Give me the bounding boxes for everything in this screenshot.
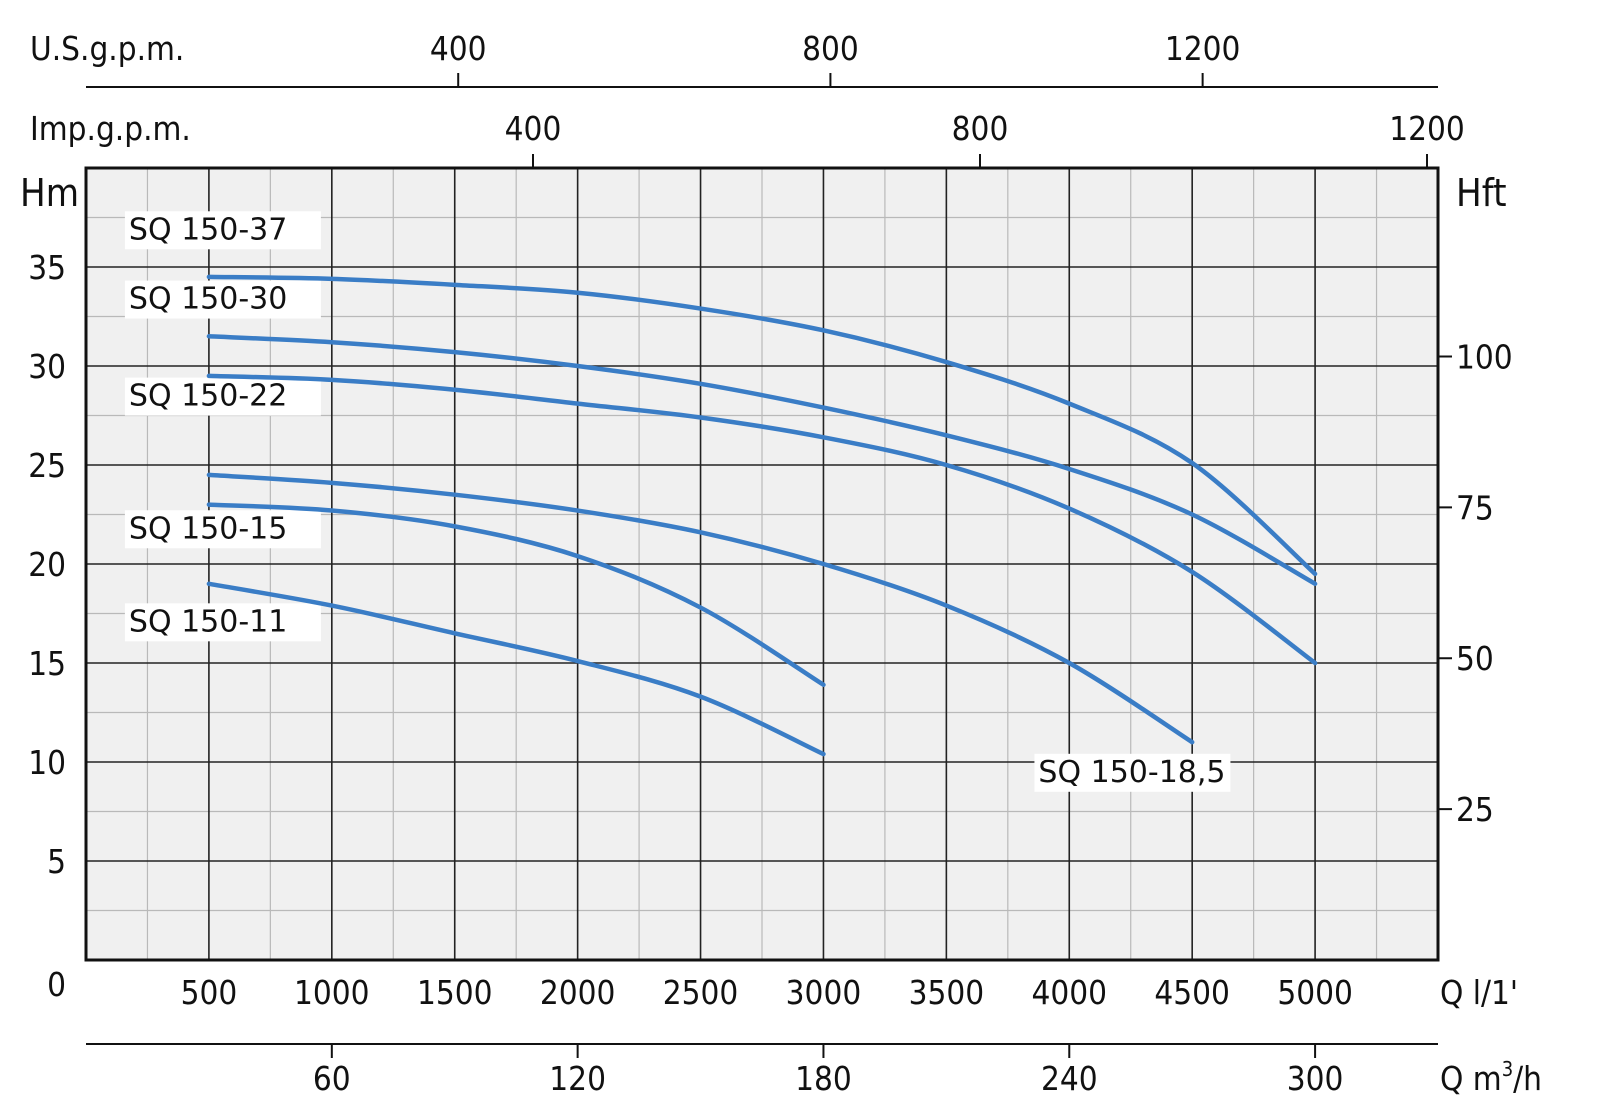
curve-label-bg bbox=[124, 377, 321, 416]
right-axis-tick-label: 50 bbox=[1456, 639, 1494, 678]
curve-label: SQ 150-11 bbox=[129, 604, 287, 639]
left-axis-tick-label: 10 bbox=[28, 743, 66, 782]
curve-label-bg bbox=[1034, 753, 1231, 792]
bottom-axis-tick-label: 3500 bbox=[909, 973, 985, 1012]
top-axis-imp-title: Imp.g.p.m. bbox=[30, 109, 191, 148]
bottom-axis-tick-label: 500 bbox=[181, 973, 238, 1012]
right-axis-title: Hft bbox=[1456, 171, 1506, 215]
left-axis-tick-label: 20 bbox=[28, 545, 66, 584]
top-axis-us-title: U.S.g.p.m. bbox=[30, 29, 184, 68]
bottom-axis-tick-label: 5000 bbox=[1277, 973, 1353, 1012]
pump-curves bbox=[206, 274, 1318, 757]
right-axis-tick-label: 25 bbox=[1456, 790, 1494, 829]
bottom-axis-tick-label: 4500 bbox=[1154, 973, 1230, 1012]
pump-curve bbox=[206, 472, 1195, 745]
bottom-axis-m3h-tick-label: 120 bbox=[549, 1059, 606, 1098]
bottom-axis-m3h: Q m3/h 60 120 180 240 300 bbox=[86, 1043, 1542, 1098]
top-axis-imp-tick-label: 1200 bbox=[1389, 109, 1465, 148]
bottom-axis-tick-label: 4000 bbox=[1031, 973, 1107, 1012]
top-axis-us-tick-label: 400 bbox=[430, 29, 487, 68]
right-axis-hft: Hft 25 50 75 100 bbox=[1438, 171, 1513, 829]
left-axis-tick-label: 15 bbox=[28, 644, 66, 683]
curve-labels: SQ 150-37 SQ 150-30 SQ 150-22 SQ 150-18,5 SQ… bbox=[124, 211, 1231, 792]
left-axis-tick-label: 0 bbox=[47, 965, 66, 1004]
curve-label: SQ 150-30 bbox=[129, 282, 287, 317]
pump-curve bbox=[206, 274, 1318, 577]
bottom-axis-m3h-tick-label: 60 bbox=[313, 1059, 351, 1098]
top-axis-imp-gpm: Imp.g.p.m. 400 800 1200 bbox=[30, 109, 1465, 168]
right-axis-tick-label: 100 bbox=[1456, 337, 1513, 376]
left-axis-tick-label: 25 bbox=[28, 446, 66, 485]
bottom-axis-tick-label: 3000 bbox=[786, 973, 862, 1012]
major-gridlines bbox=[86, 168, 1438, 960]
m3h-title-prefix: Q m bbox=[1440, 1059, 1502, 1098]
pump-curve bbox=[206, 581, 826, 757]
left-axis-tick-label: 30 bbox=[28, 347, 66, 386]
curve-label: SQ 150-22 bbox=[129, 379, 287, 414]
curve-label-bg bbox=[124, 603, 321, 642]
bottom-axis-lpm: Q l/1' 500 1000 1500 2000 2500 3000 3500 4000 45… bbox=[181, 973, 1519, 1012]
left-axis-hm: Hm 0 5 10 15 20 25 30 35 bbox=[20, 171, 79, 1004]
top-axis-imp-tick-label: 800 bbox=[952, 109, 1009, 148]
pump-curve bbox=[206, 502, 826, 688]
curve-label: SQ 150-37 bbox=[129, 212, 287, 247]
curve-label: SQ 150-15 bbox=[129, 511, 287, 546]
curve-label-bg bbox=[124, 510, 321, 549]
curve-label-bg bbox=[124, 280, 321, 319]
top-axis-us-gpm: U.S.g.p.m. 400 800 1200 bbox=[30, 29, 1438, 88]
left-axis-title: Hm bbox=[20, 171, 79, 215]
right-axis-tick-label: 75 bbox=[1456, 488, 1494, 527]
bottom-axis-m3h-tick-label: 240 bbox=[1041, 1059, 1098, 1098]
pump-curve bbox=[206, 334, 1318, 587]
top-axis-us-tick-label: 800 bbox=[802, 29, 859, 68]
left-axis-tick-label: 5 bbox=[47, 842, 66, 881]
plot-area-frame bbox=[84, 166, 1440, 962]
top-axis-us-tick-label: 1200 bbox=[1165, 29, 1241, 68]
bottom-axis-m3h-tick-label: 300 bbox=[1287, 1059, 1344, 1098]
bottom-axis-m3h-title: Q m3/h bbox=[1440, 1057, 1542, 1098]
top-axis-imp-tick-label: 400 bbox=[505, 109, 562, 148]
curve-label-bg bbox=[124, 211, 321, 250]
bottom-axis-tick-label: 2000 bbox=[540, 973, 616, 1012]
bottom-axis-m3h-tick-label: 180 bbox=[795, 1059, 852, 1098]
bottom-axis-tick-label: 1500 bbox=[417, 973, 493, 1012]
curve-label: SQ 150-18,5 bbox=[1038, 755, 1225, 790]
bottom-axis-title: Q l/1' bbox=[1440, 973, 1518, 1012]
bottom-axis-tick-label: 2500 bbox=[663, 973, 739, 1012]
m3h-title-suffix: /h bbox=[1513, 1059, 1542, 1098]
left-axis-tick-label: 35 bbox=[28, 248, 66, 287]
bottom-axis-tick-label: 1000 bbox=[294, 973, 370, 1012]
pump-curve bbox=[206, 373, 1318, 666]
m3h-title-sup: 3 bbox=[1502, 1057, 1513, 1081]
